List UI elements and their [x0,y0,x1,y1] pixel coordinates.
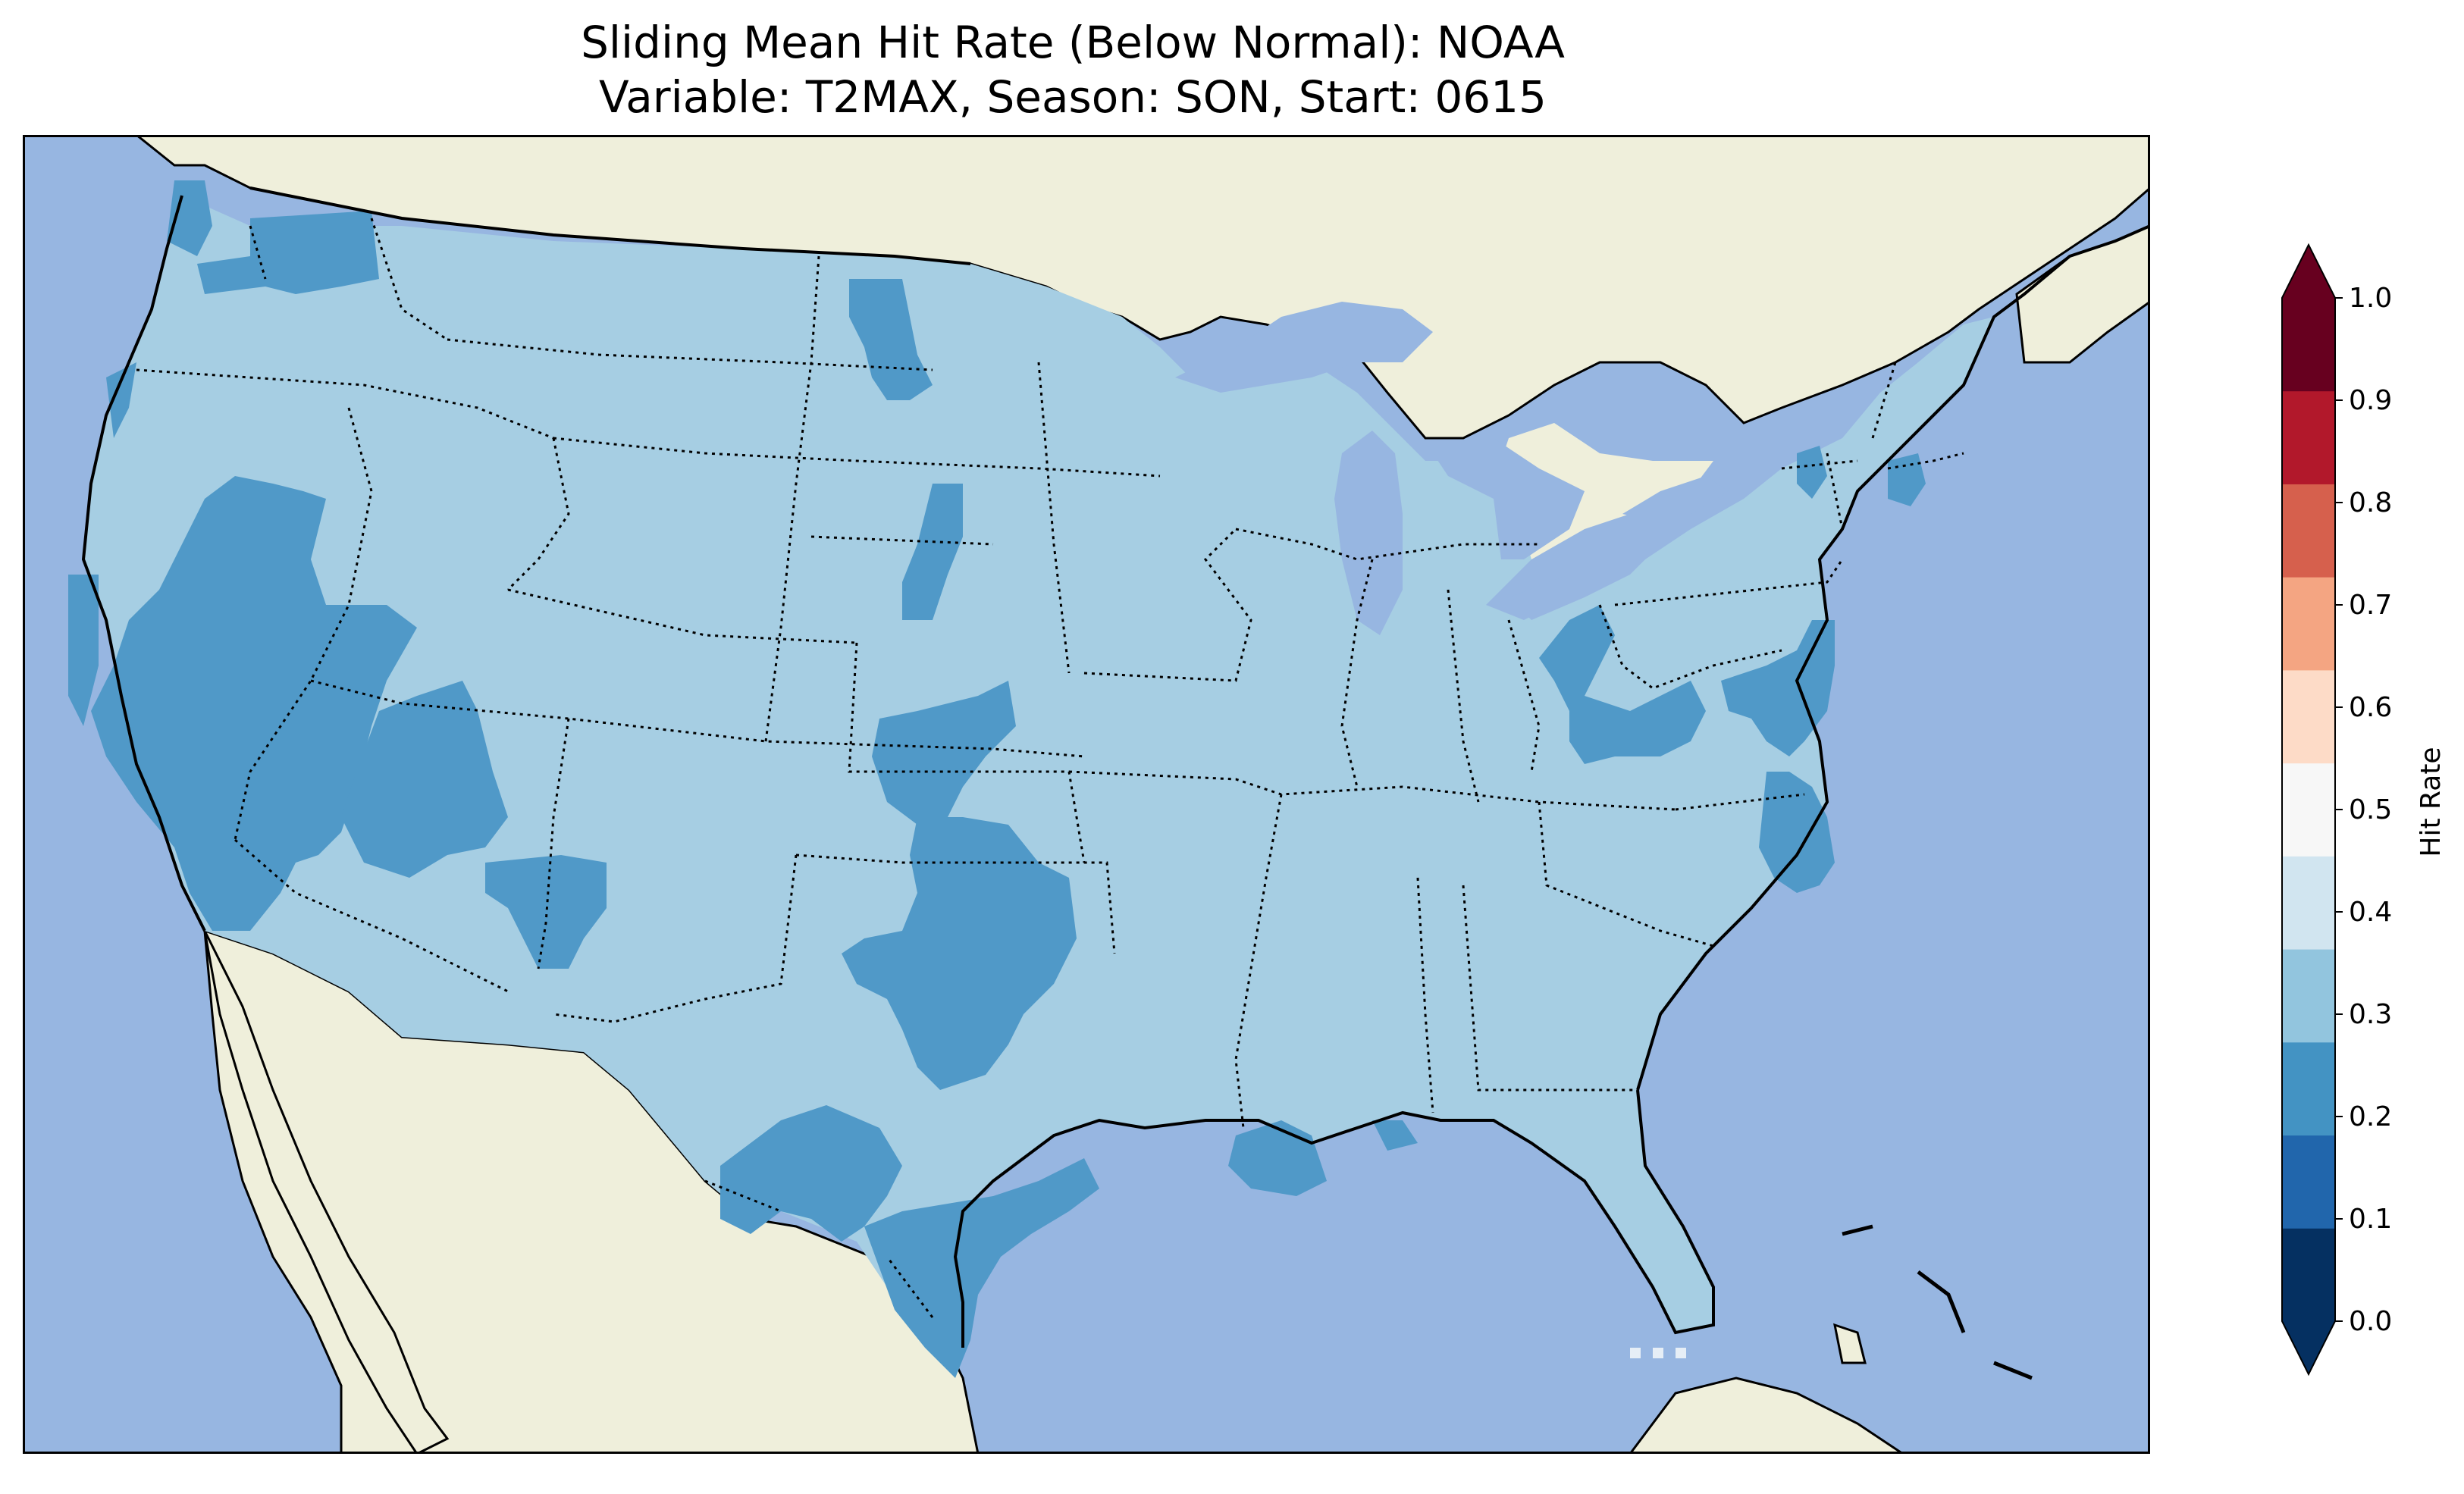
region-ne [902,484,963,620]
region-ks [872,681,1016,825]
region-ut-az [341,681,508,878]
region-wa-coast [167,180,212,256]
region-nm-west [485,855,607,969]
region-vt [1797,446,1827,499]
coastlines [81,186,2150,1348]
colorbar-segment [2282,577,2335,671]
colorbar-tick-label: 0.5 [2349,794,2392,825]
region-tx-west [720,1105,902,1242]
lake-ontario [1622,476,1729,521]
region-ms-coast [1372,1120,1418,1151]
colorbar-segment [2282,484,2335,578]
colorbar-tick-label: 0.0 [2349,1306,2392,1337]
cuba-land [1629,1377,1905,1454]
colorbar-tick-label: 0.7 [2349,590,2392,621]
colorbar-over-arrow [2282,245,2335,298]
region-va-nc-coast [1759,772,1835,893]
colorbar-segment [2282,669,2335,764]
colorbar-segment [2282,856,2335,950]
colorbar-segment [2282,763,2335,857]
colorbar-segment [2282,1135,2335,1229]
colorbar-segment [2282,1041,2335,1136]
region-wa-interior [197,211,379,294]
lake-erie [1509,544,1660,620]
baja-peninsula [203,930,450,1454]
chart-title: Sliding Mean Hit Rate (Below Normal): NO… [0,15,2146,124]
colorbar-label: Hit Rate [2415,747,2447,857]
region-or-coast [106,362,136,438]
colorbar-tick-label: 0.2 [2349,1101,2392,1132]
map-frame [23,135,2150,1454]
lake-huron [1433,438,1585,559]
colorbar-ticks: 0.0 0.1 0.2 0.3 0.4 0.5 0.6 0.7 0.8 0.9 1.0 [2335,283,2392,1337]
colorbar-under-arrow [2282,1321,2335,1374]
bahamas-island-2 [1833,1323,1867,1364]
title-line-2: Variable: T2MAX, Season: SON, Start: 061… [599,71,1547,123]
colorbar-tick-label: 0.4 [2349,897,2392,928]
region-ca-coast [68,575,99,726]
colorbar-tick-label: 0.1 [2349,1204,2392,1235]
region-md-de-nj [1721,620,1835,756]
title-line-1: Sliding Mean Hit Rate (Below Normal): NO… [581,17,1565,68]
colorbar-segment [2282,1228,2335,1322]
lake-superior [1175,302,1433,393]
colorbar-tick-label: 0.9 [2349,385,2392,416]
colorbar-segment [2282,390,2335,484]
colorbar-body [2281,243,2336,1377]
colorbar-segment [2282,949,2335,1043]
colorbar-tick-label: 0.8 [2349,487,2392,518]
bahamas-island-1 [1842,1224,2033,1380]
lake-michigan [1334,431,1403,635]
colorbar-tick-label: 0.3 [2349,999,2392,1030]
keys-specks [1630,1348,1686,1358]
map-panel [23,135,2150,1454]
colorbar-tick-label: 1.0 [2349,283,2392,314]
colorbar-segment [2282,298,2335,392]
region-oh-wv [1539,605,1706,764]
state-borders [136,218,1964,1318]
colorbar: 0.0 0.1 0.2 0.3 0.4 0.5 0.6 0.7 0.8 0.9 1.0 Hit Ra… [2281,243,2447,1377]
region-nv-ca [91,476,417,931]
colorbar-tick-label: 0.6 [2349,692,2392,723]
region-ok-tx [842,817,1077,1090]
region-tx-south [864,1158,1099,1378]
